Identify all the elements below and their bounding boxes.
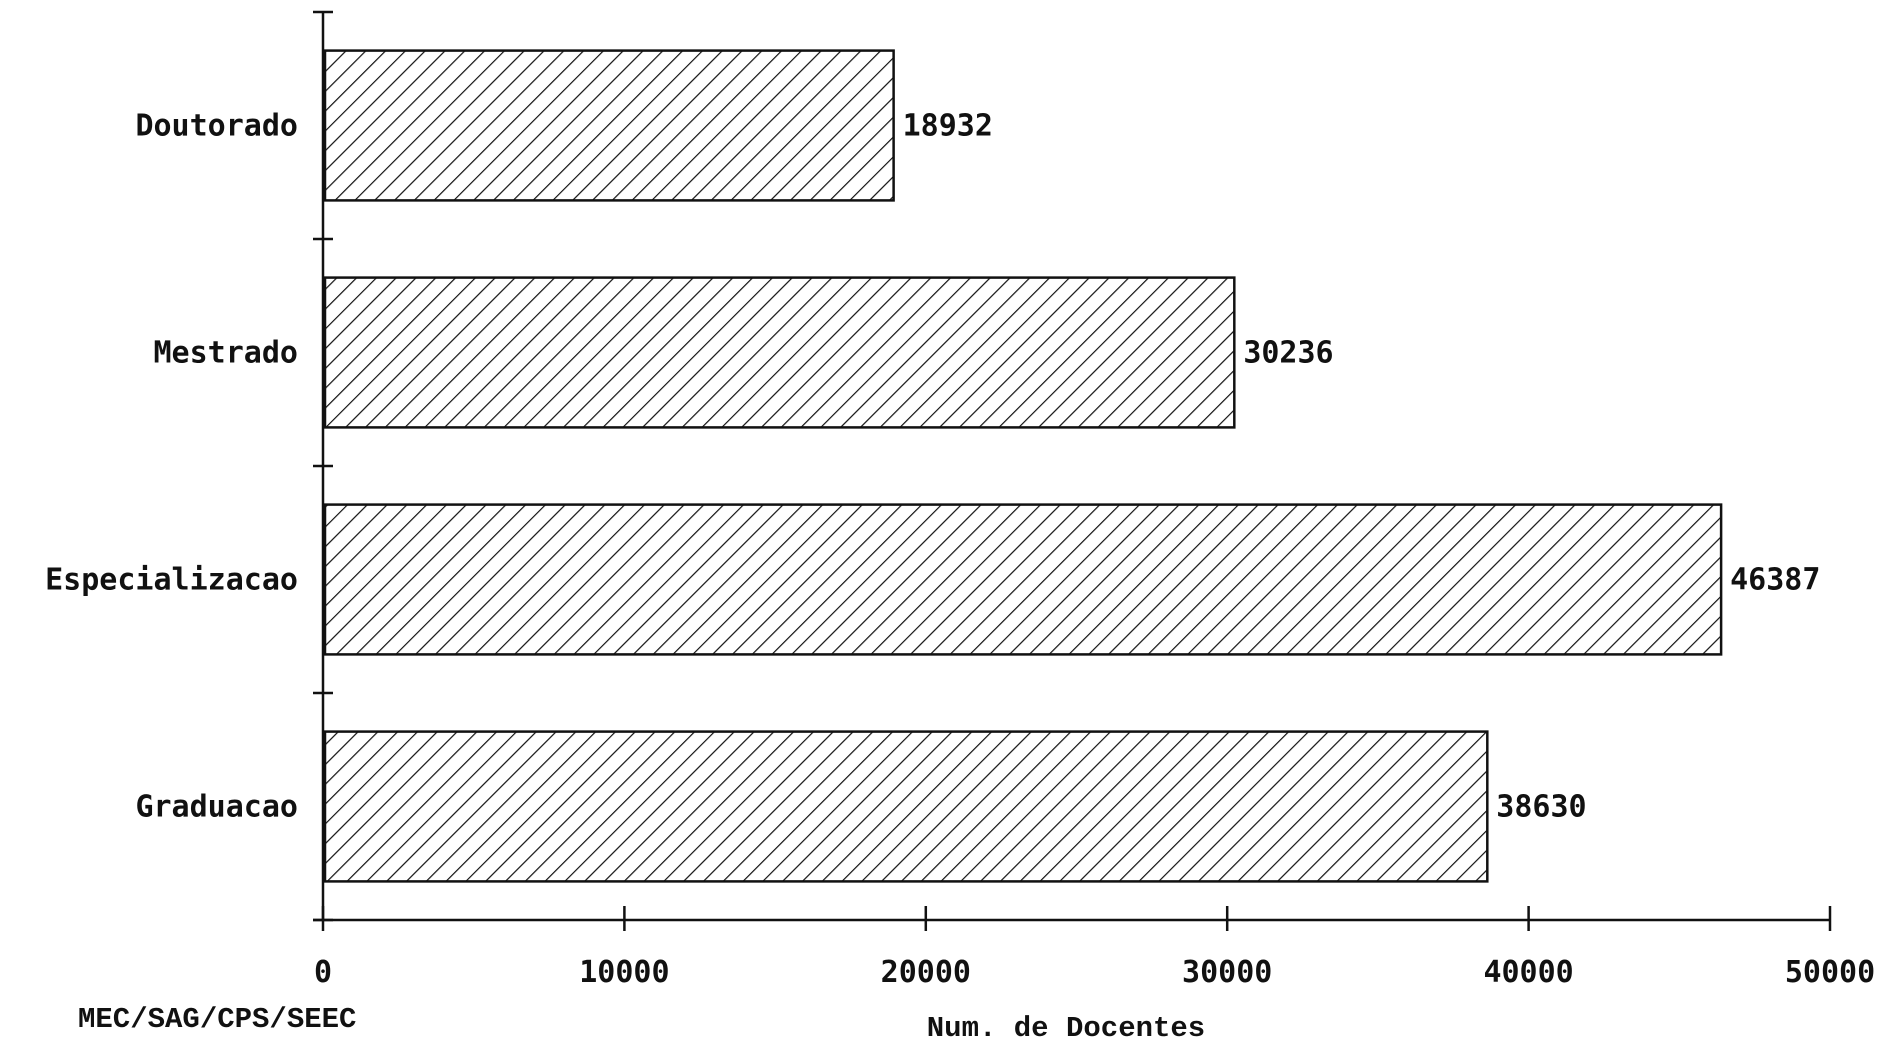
category-labels-group: Doutorado Mestrado Especializacao Graduacao: [45, 109, 298, 825]
bar-mestrado: [323, 276, 1236, 429]
bar-especializacao: [323, 503, 1723, 656]
x-tick-label: 50000: [1785, 955, 1875, 990]
category-label-graduacao: Graduacao: [135, 790, 298, 825]
source-note: MEC/SAG/CPS/SEEC: [78, 1003, 356, 1036]
value-label-mestrado: 30236: [1243, 336, 1333, 371]
x-ticks-group: 0 10000 20000 30000 40000 50000: [314, 906, 1875, 990]
x-tick-label: 10000: [579, 955, 669, 990]
bar-doutorado: [323, 49, 895, 202]
x-tick-label: 30000: [1182, 955, 1272, 990]
x-axis-title: Num. de Docentes: [927, 1012, 1205, 1038]
chart-axes: [313, 10, 1830, 922]
category-label-doutorado: Doutorado: [135, 109, 298, 144]
x-tick-label: 20000: [881, 955, 971, 990]
value-labels-group: 18932 30236 46387 38630: [903, 109, 1821, 825]
bars-group: [323, 49, 1723, 883]
value-label-especializacao: 46387: [1730, 563, 1820, 598]
x-tick-label: 0: [314, 955, 332, 990]
value-label-graduacao: 38630: [1496, 790, 1586, 825]
x-tick-label: 40000: [1483, 955, 1573, 990]
bar-graduacao: [323, 730, 1489, 883]
category-label-especializacao: Especializacao: [45, 563, 298, 598]
category-label-mestrado: Mestrado: [154, 336, 299, 371]
value-label-doutorado: 18932: [903, 109, 993, 144]
